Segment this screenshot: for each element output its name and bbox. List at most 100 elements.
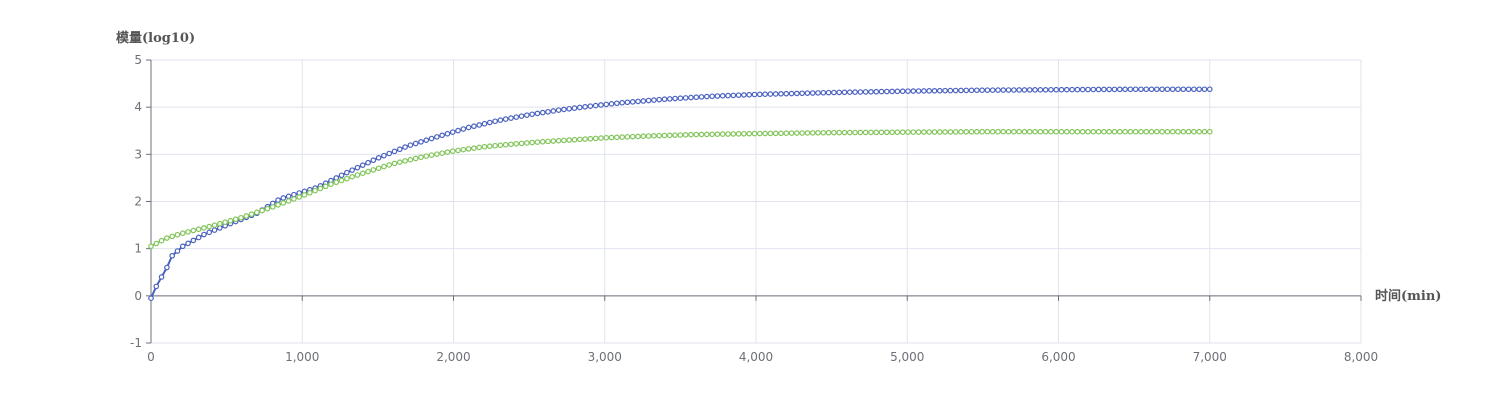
data-point bbox=[767, 91, 774, 97]
data-point bbox=[164, 235, 170, 241]
data-point bbox=[788, 130, 795, 136]
data-point bbox=[751, 130, 758, 137]
data-point bbox=[709, 131, 715, 138]
x-tick-label: 3,000 bbox=[588, 350, 622, 364]
data-point bbox=[550, 108, 557, 114]
data-point bbox=[492, 118, 498, 125]
data-point bbox=[344, 169, 350, 176]
data-point bbox=[846, 129, 853, 136]
data-point bbox=[365, 159, 371, 166]
data-point bbox=[1196, 128, 1202, 135]
data-point bbox=[513, 114, 520, 120]
data-point bbox=[841, 129, 848, 136]
data-point bbox=[1164, 128, 1171, 135]
data-point bbox=[915, 129, 922, 135]
data-point bbox=[899, 88, 906, 95]
data-point bbox=[465, 124, 472, 131]
data-point bbox=[1074, 128, 1081, 135]
data-point bbox=[476, 144, 483, 151]
data-point bbox=[285, 198, 292, 204]
data-point bbox=[550, 138, 557, 144]
data-point bbox=[555, 107, 562, 113]
data-point bbox=[545, 138, 551, 145]
data-point bbox=[190, 237, 197, 244]
data-point bbox=[989, 87, 996, 93]
data-point bbox=[1085, 86, 1091, 93]
data-point bbox=[688, 131, 694, 138]
data-point bbox=[831, 129, 837, 136]
data-point bbox=[799, 90, 805, 97]
data-point bbox=[952, 87, 959, 94]
data-point bbox=[582, 103, 588, 110]
data-point bbox=[455, 127, 461, 134]
data-point bbox=[539, 138, 546, 145]
data-point bbox=[434, 134, 440, 140]
data-point bbox=[402, 158, 408, 164]
data-point bbox=[1026, 87, 1033, 93]
x-tick-label: 2,000 bbox=[436, 350, 470, 364]
data-point bbox=[905, 129, 911, 135]
data-point bbox=[629, 99, 636, 105]
data-point bbox=[365, 168, 371, 175]
data-point bbox=[947, 87, 954, 94]
data-point bbox=[185, 229, 191, 235]
data-point bbox=[508, 115, 514, 121]
data-point bbox=[709, 93, 715, 100]
data-point bbox=[1175, 128, 1181, 135]
data-point bbox=[412, 155, 419, 162]
data-point bbox=[926, 129, 932, 135]
data-point bbox=[936, 87, 943, 94]
data-point bbox=[682, 95, 689, 101]
data-point bbox=[529, 139, 535, 146]
y-tick-label: -1 bbox=[130, 336, 142, 350]
data-point bbox=[354, 164, 361, 171]
data-point bbox=[735, 131, 742, 137]
data-point bbox=[836, 89, 842, 96]
data-point bbox=[534, 139, 541, 145]
y-tick-label: 2 bbox=[134, 195, 142, 209]
data-point bbox=[825, 89, 832, 96]
data-point bbox=[979, 87, 985, 93]
data-point bbox=[778, 91, 784, 97]
data-point bbox=[857, 129, 864, 136]
data-point bbox=[677, 132, 684, 138]
data-point bbox=[794, 90, 800, 97]
data-point bbox=[508, 141, 514, 148]
data-point bbox=[1064, 86, 1070, 93]
data-point bbox=[1132, 128, 1139, 135]
data-point bbox=[227, 217, 234, 224]
data-point bbox=[460, 126, 467, 132]
data-point bbox=[439, 132, 445, 139]
data-point bbox=[555, 137, 562, 144]
data-point bbox=[164, 264, 170, 271]
data-point bbox=[1064, 128, 1070, 135]
data-point bbox=[968, 87, 975, 94]
data-point bbox=[1026, 128, 1033, 135]
data-point bbox=[370, 157, 377, 164]
data-point bbox=[598, 135, 604, 141]
data-point bbox=[1011, 128, 1017, 135]
data-point bbox=[502, 141, 509, 148]
data-point bbox=[449, 129, 456, 135]
data-point bbox=[471, 123, 477, 130]
data-point bbox=[359, 170, 366, 177]
data-point bbox=[1143, 128, 1150, 135]
data-point bbox=[894, 88, 901, 95]
data-point bbox=[1000, 128, 1007, 135]
data-point bbox=[190, 227, 197, 234]
data-point bbox=[804, 90, 811, 96]
data-point bbox=[614, 100, 620, 107]
data-point bbox=[688, 94, 694, 101]
data-point bbox=[153, 283, 160, 290]
data-point bbox=[862, 89, 869, 95]
data-point bbox=[751, 91, 758, 98]
data-point bbox=[211, 222, 218, 228]
data-point bbox=[682, 132, 689, 138]
data-point bbox=[444, 149, 451, 155]
data-point bbox=[762, 91, 768, 98]
data-point bbox=[825, 129, 832, 136]
data-point bbox=[434, 151, 440, 157]
data-point bbox=[587, 135, 594, 142]
data-point bbox=[148, 243, 154, 250]
data-point bbox=[1069, 86, 1075, 93]
